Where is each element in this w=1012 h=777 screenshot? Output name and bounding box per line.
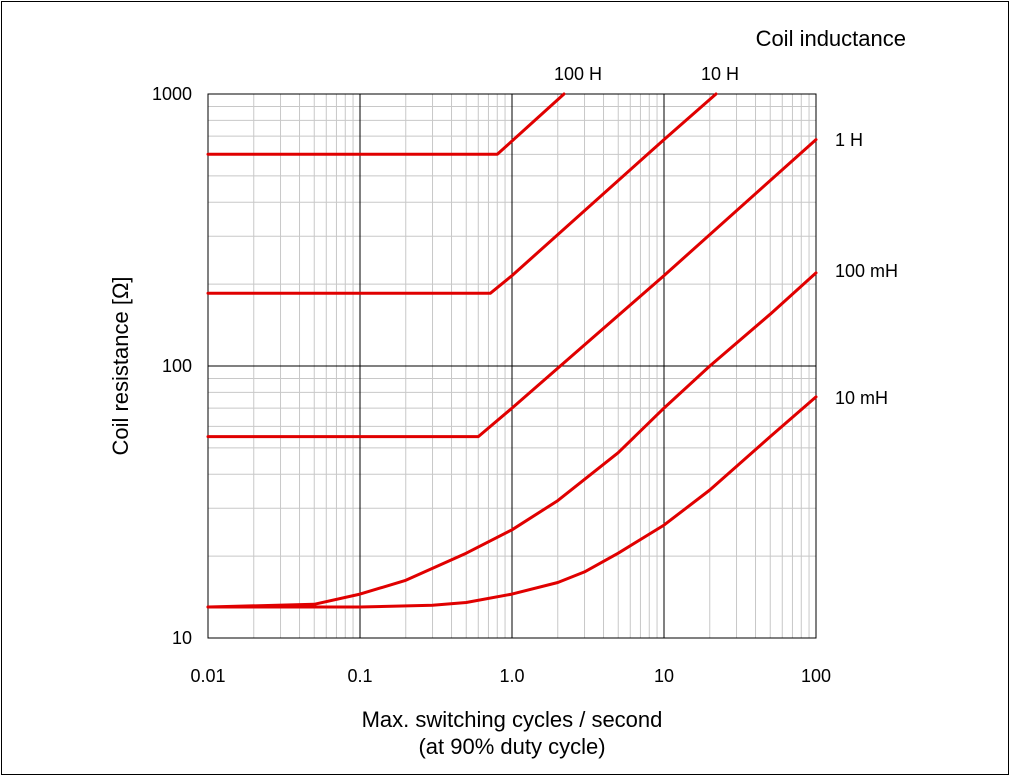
series-label: 100 mH	[835, 261, 898, 281]
y-tick-label: 100	[162, 356, 192, 376]
series-line	[206, 138, 818, 439]
x-tick-label: 0.1	[347, 666, 372, 686]
series-line	[206, 395, 818, 609]
series-label: 100 H	[554, 64, 602, 84]
x-tick-label: 1.0	[499, 666, 524, 686]
y-axis-label: Coil resistance [Ω]	[108, 276, 133, 455]
y-tick-labels: 10 100 1000	[152, 84, 192, 648]
series-line	[206, 271, 818, 609]
series-line	[206, 92, 718, 295]
series-labels: 100 H 10 H 1 H 100 mH 10 mH	[554, 64, 898, 408]
series-lines	[206, 92, 818, 609]
series-line	[206, 92, 566, 156]
x-axis-label: Max. switching cycles / second	[362, 707, 663, 732]
series-label: 10 H	[701, 64, 739, 84]
x-tick-label: 10	[654, 666, 674, 686]
series-label: 1 H	[835, 130, 863, 150]
x-tick-label: 100	[801, 666, 831, 686]
x-axis-sublabel: (at 90% duty cycle)	[418, 734, 605, 759]
y-tick-label: 1000	[152, 84, 192, 104]
plot-area	[207, 93, 817, 639]
x-tick-labels: 0.01 0.1 1.0 10 100	[190, 666, 831, 686]
x-tick-label: 0.01	[190, 666, 225, 686]
y-tick-label: 10	[172, 628, 192, 648]
series-label: 10 mH	[835, 388, 888, 408]
legend-title: Coil inductance	[756, 26, 906, 51]
